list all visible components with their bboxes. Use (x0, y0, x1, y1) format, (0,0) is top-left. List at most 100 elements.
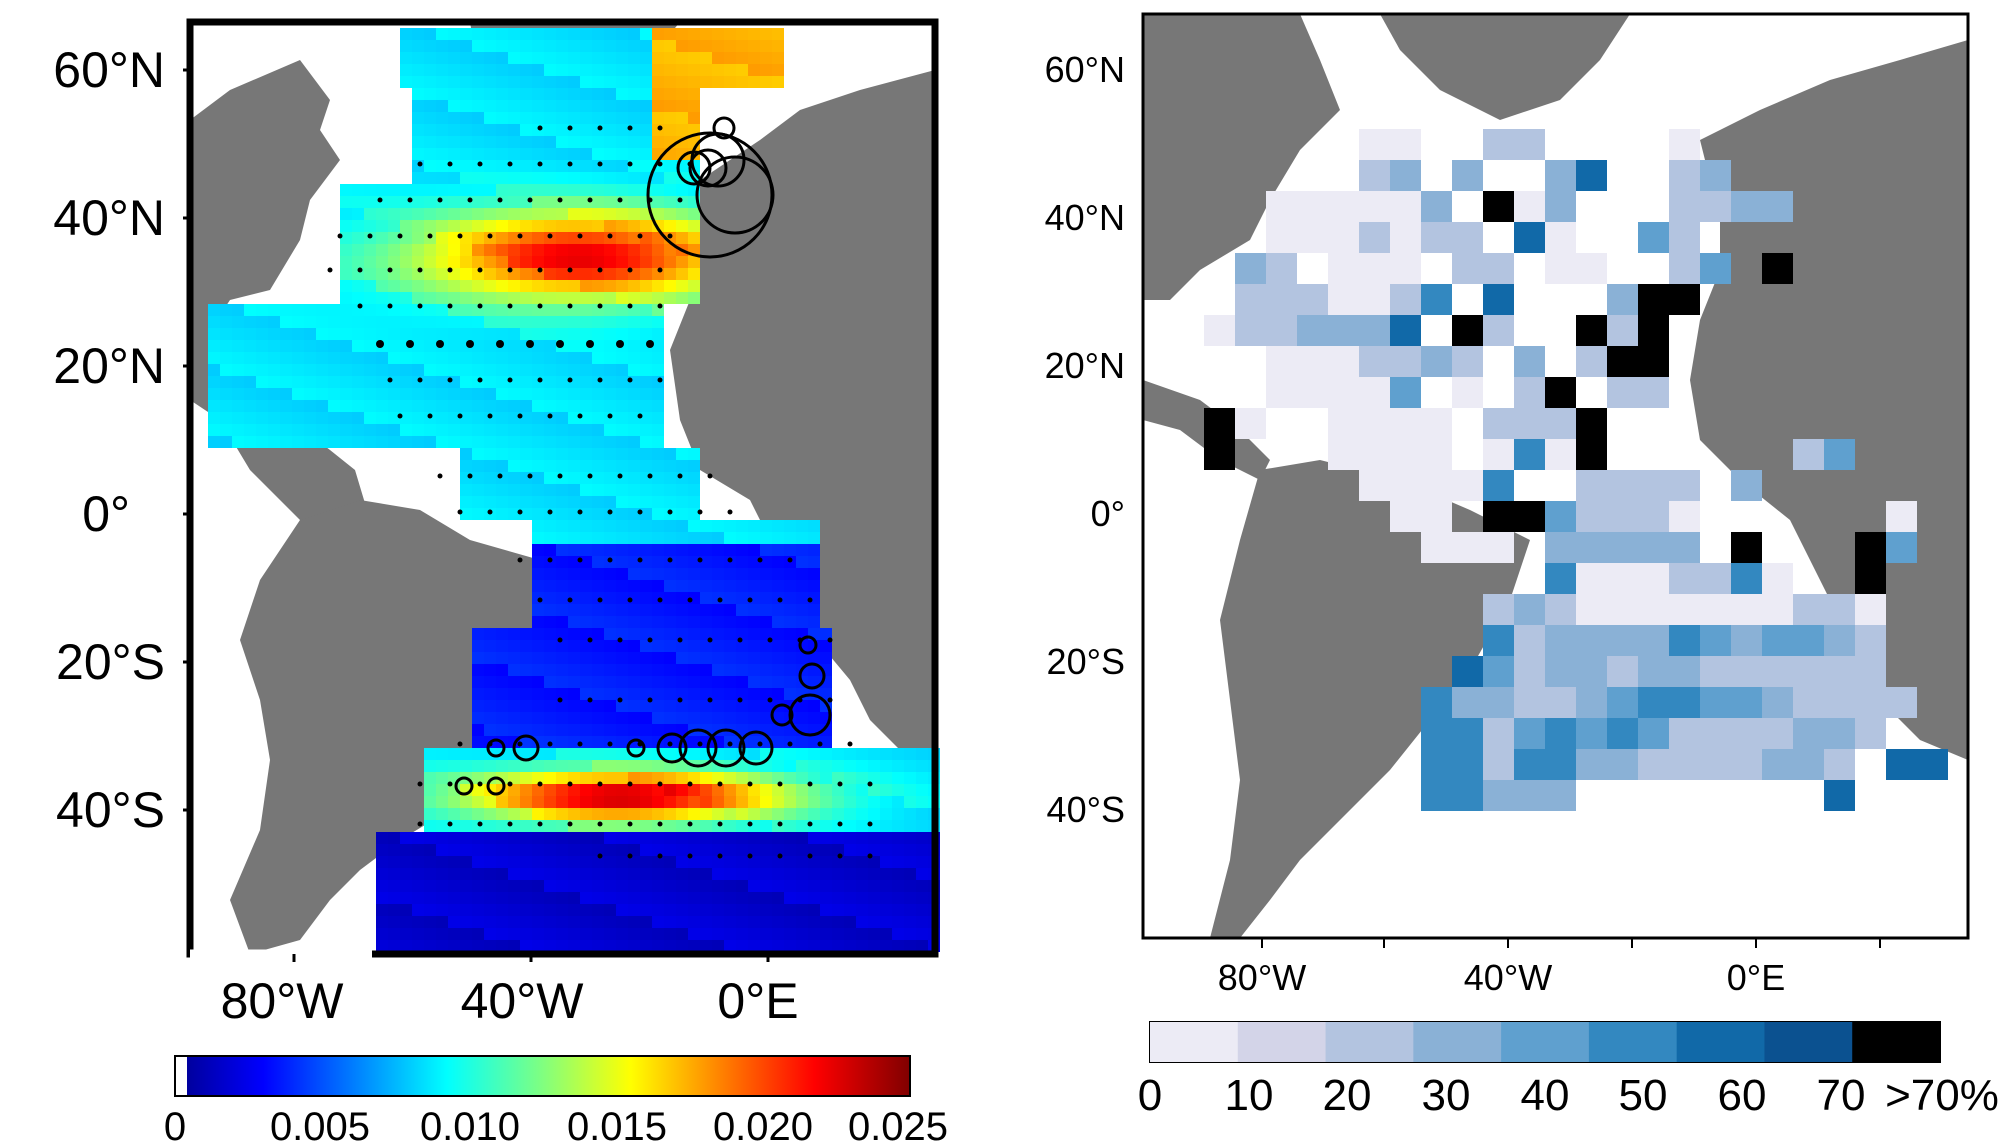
heatmap-cell (484, 640, 496, 652)
heatmap-cell (520, 688, 532, 700)
heatmap-cell (568, 292, 580, 304)
heatmap-cell (652, 688, 664, 700)
heatmap-cell (496, 292, 508, 304)
heatmap-cell (412, 40, 424, 52)
heatmap-cell (448, 64, 460, 76)
heatmap-cell (532, 196, 544, 208)
heatmap-cell (580, 688, 592, 700)
percent-bin-cell (1483, 439, 1514, 470)
significance-dot (477, 781, 483, 787)
heatmap-cell (664, 520, 676, 532)
heatmap-cell (676, 712, 688, 724)
percent-bin-cell (1390, 284, 1421, 315)
heatmap-cell (436, 940, 448, 952)
significance-dot (567, 821, 573, 827)
percent-bin-cell (1576, 253, 1607, 284)
heatmap-cell (496, 688, 508, 700)
heatmap-cell (664, 748, 676, 760)
heatmap-cell (532, 52, 544, 64)
heatmap-cell (520, 64, 532, 76)
heatmap-cell (748, 640, 760, 652)
heatmap-cell (796, 784, 808, 796)
heatmap-cell (412, 928, 424, 940)
heatmap-cell (868, 808, 880, 820)
heatmap-cell (604, 268, 616, 280)
heatmap-cell (628, 232, 640, 244)
percent-bin-cell (1359, 191, 1390, 222)
heatmap-cell (424, 328, 436, 340)
heatmap-cell (784, 808, 796, 820)
heatmap-cell (556, 412, 568, 424)
percent-bin-cell (1545, 408, 1576, 439)
heatmap-cell (592, 172, 604, 184)
heatmap-cell (628, 460, 640, 472)
heatmap-cell (688, 748, 700, 760)
heatmap-cell (376, 832, 388, 844)
heatmap-cell (400, 28, 412, 40)
heatmap-cell (592, 820, 604, 832)
significance-dot (417, 303, 423, 309)
heatmap-cell (448, 880, 460, 892)
heatmap-cell (604, 40, 616, 52)
percent-bin-cell (1731, 594, 1762, 625)
heatmap-cell (760, 52, 772, 64)
heatmap-cell (640, 832, 652, 844)
significance-dot (637, 413, 643, 419)
heatmap-cell (772, 592, 784, 604)
percent-bin-cell (1700, 656, 1731, 687)
heatmap-cell (604, 916, 616, 928)
significance-dot (827, 637, 833, 643)
heatmap-cell (508, 280, 520, 292)
heatmap-cell (724, 592, 736, 604)
heatmap-cell (604, 760, 616, 772)
heatmap-cell (304, 328, 316, 340)
heatmap-cell (628, 580, 640, 592)
heatmap-cell (556, 928, 568, 940)
heatmap-cell (568, 520, 580, 532)
heatmap-cell (412, 100, 424, 112)
heatmap-cell (364, 376, 376, 388)
heatmap-cell (664, 64, 676, 76)
percent-bin-cell (1545, 687, 1576, 718)
heatmap-cell (484, 76, 496, 88)
heatmap-cell (544, 904, 556, 916)
heatmap-cell (352, 412, 364, 424)
heatmap-cell (496, 892, 508, 904)
heatmap-cell (628, 796, 640, 808)
heatmap-cell (916, 856, 928, 868)
heatmap-cell (544, 592, 556, 604)
significance-dot (477, 303, 483, 309)
significance-dot (697, 509, 703, 515)
heatmap-cell (484, 472, 496, 484)
heatmap-cell (724, 808, 736, 820)
heatmap-cell (448, 148, 460, 160)
heatmap-cell (472, 940, 484, 952)
heatmap-cell (640, 544, 652, 556)
significance-dot (777, 597, 783, 603)
heatmap-cell (484, 460, 496, 472)
heatmap-cell (700, 928, 712, 940)
heatmap-cell (628, 244, 640, 256)
colorbar-tick-0020: 0.020 (713, 1105, 813, 1148)
heatmap-cell (772, 580, 784, 592)
heatmap-cell (664, 640, 676, 652)
heatmap-cell (628, 784, 640, 796)
heatmap-cell (712, 928, 724, 940)
heatmap-cell (460, 304, 472, 316)
heatmap-cell (412, 196, 424, 208)
heatmap-cell (904, 796, 916, 808)
heatmap-cell (352, 376, 364, 388)
heatmap-cell (544, 652, 556, 664)
heatmap-cell (460, 484, 472, 496)
heatmap-cell (592, 844, 604, 856)
heatmap-cell (736, 592, 748, 604)
heatmap-cell (508, 400, 520, 412)
heatmap-cell (916, 796, 928, 808)
heatmap-cell (628, 316, 640, 328)
heatmap-cell (436, 196, 448, 208)
heatmap-cell (568, 52, 580, 64)
heatmap-cell (640, 232, 652, 244)
heatmap-cell (616, 712, 628, 724)
heatmap-cell (868, 916, 880, 928)
heatmap-cell (412, 940, 424, 952)
